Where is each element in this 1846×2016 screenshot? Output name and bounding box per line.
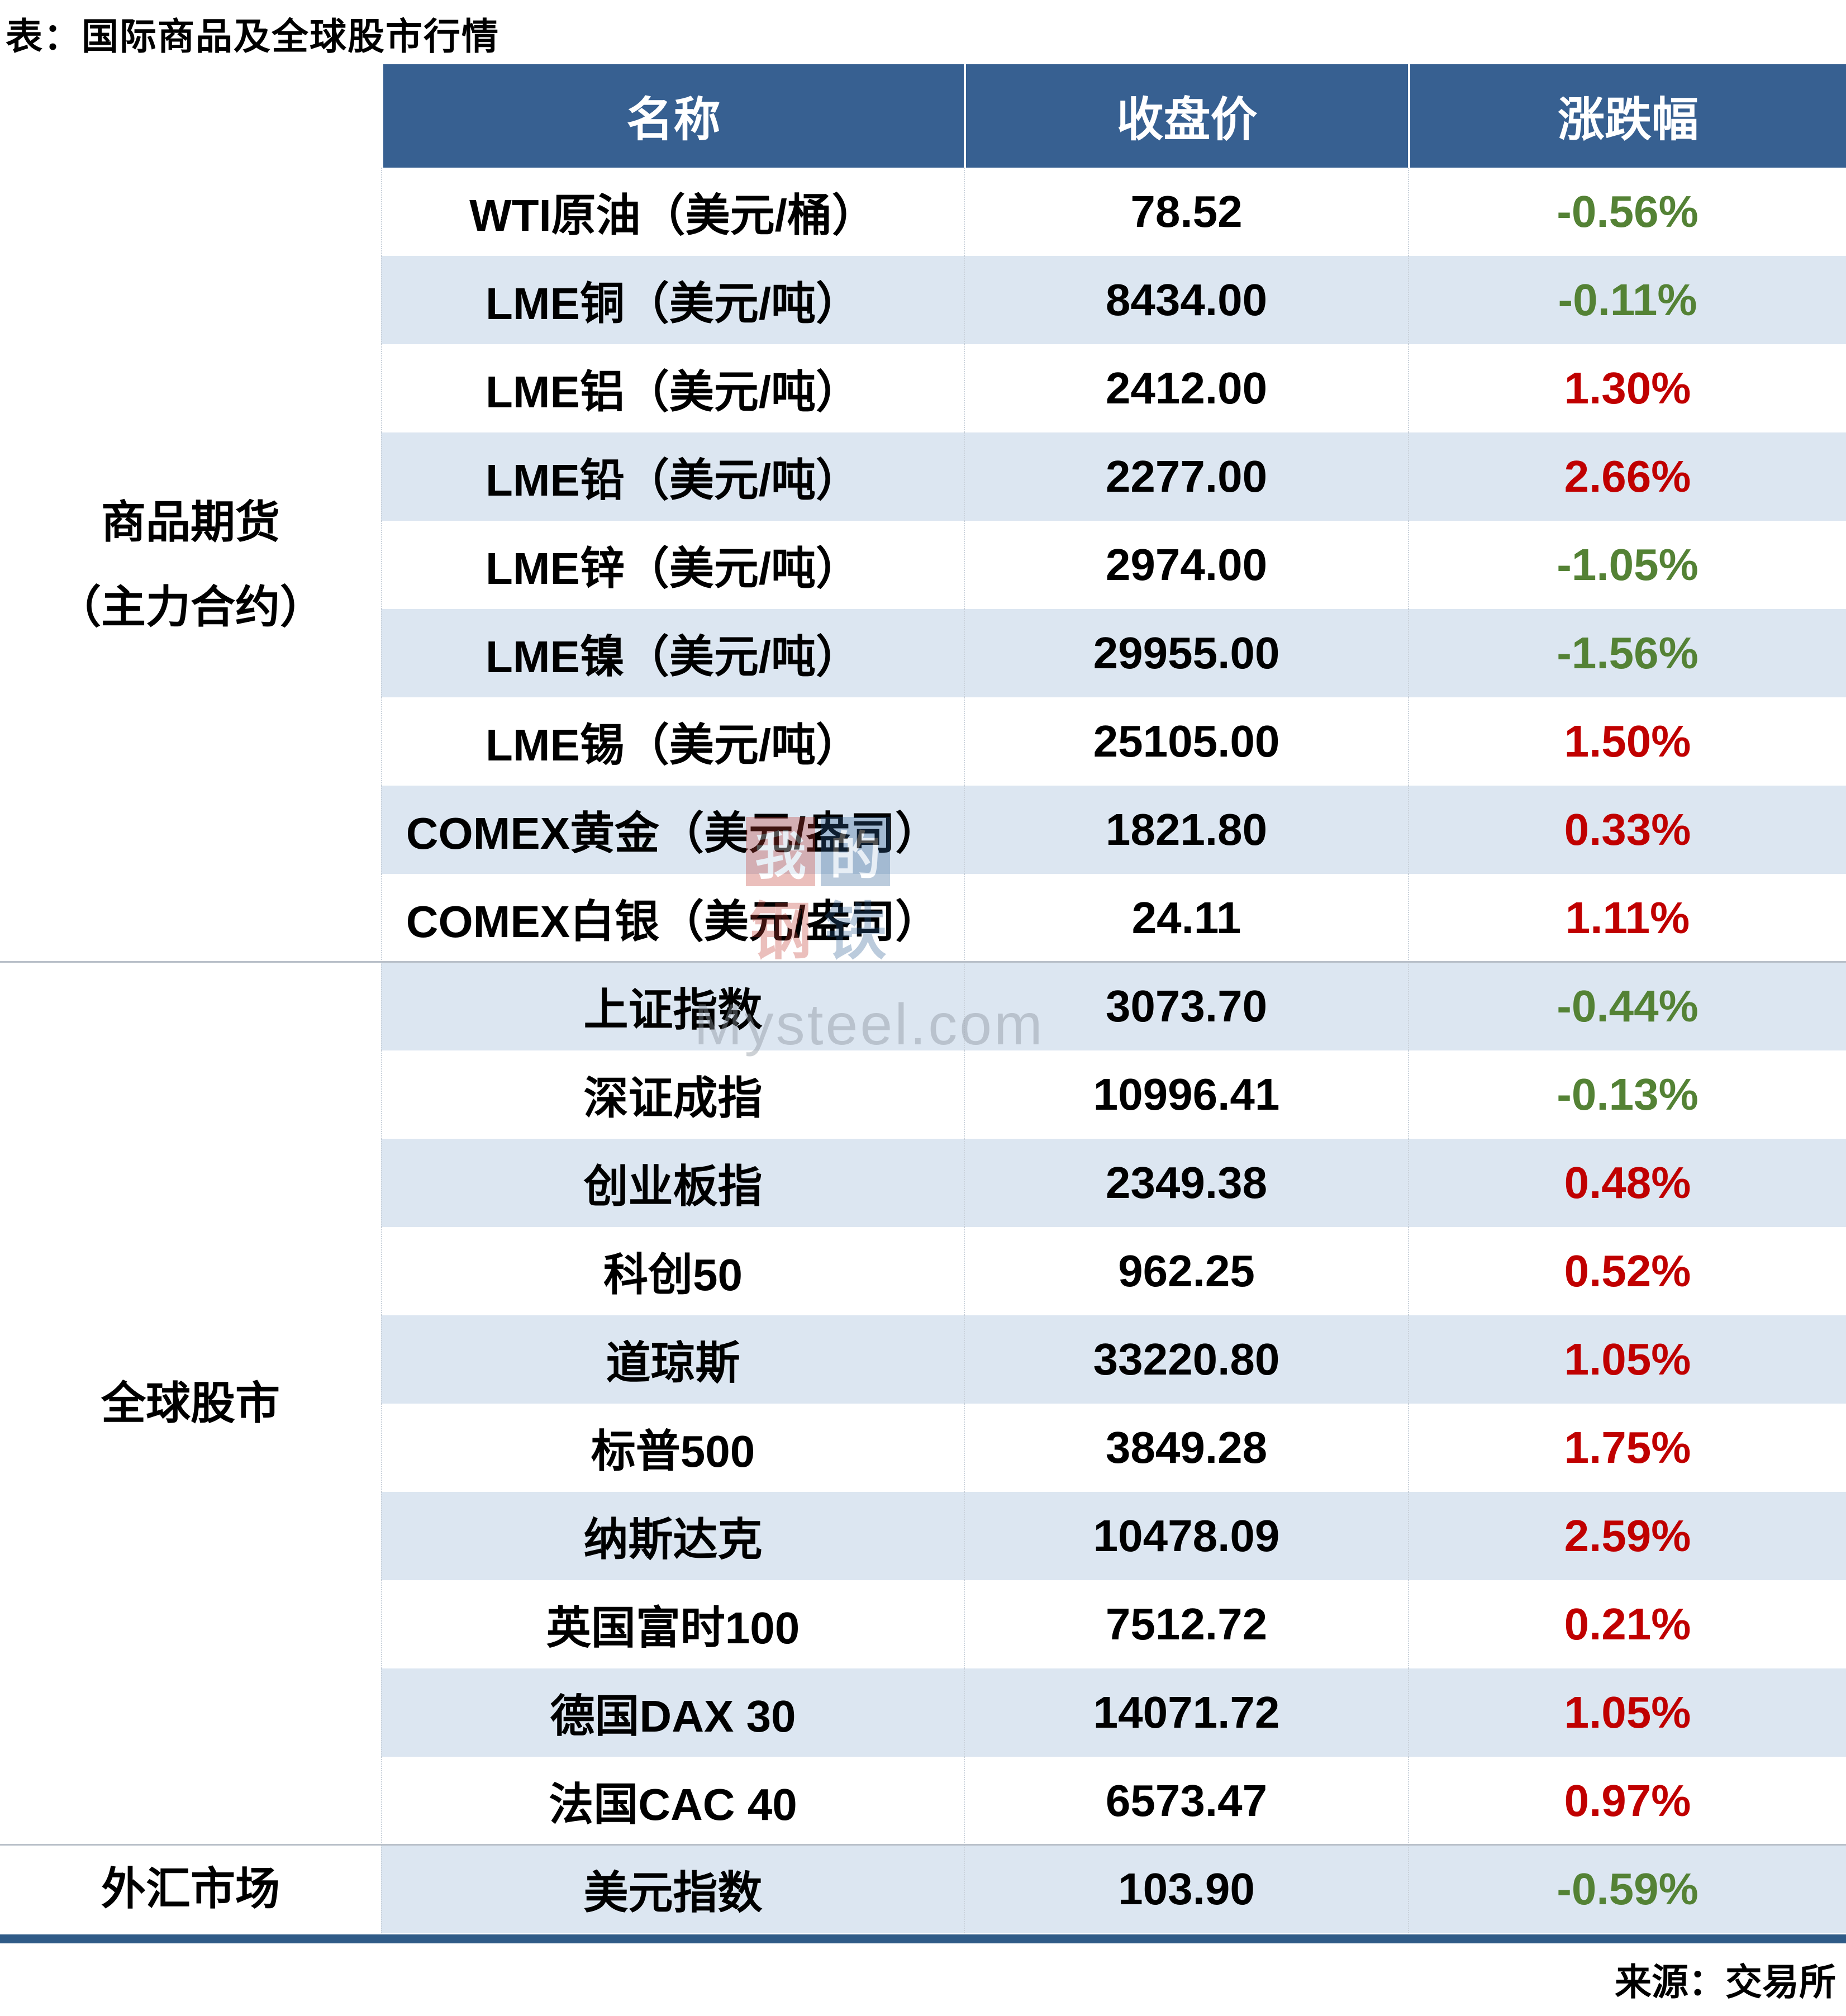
row-change: 0.21% xyxy=(1408,1580,1846,1668)
row-close: 33220.80 xyxy=(964,1315,1408,1404)
row-change: 0.97% xyxy=(1408,1757,1846,1845)
row-name: COMEX白银（美元/盎司） xyxy=(381,874,964,962)
row-change: 1.75% xyxy=(1408,1404,1846,1492)
row-change: 1.11% xyxy=(1408,874,1846,962)
row-change: -1.56% xyxy=(1408,609,1846,697)
row-change: 0.52% xyxy=(1408,1227,1846,1315)
row-close: 3849.28 xyxy=(964,1404,1408,1492)
header-change: 涨跌幅 xyxy=(1408,64,1846,168)
row-close: 24.11 xyxy=(964,874,1408,962)
row-close: 25105.00 xyxy=(964,697,1408,786)
row-change: 2.66% xyxy=(1408,432,1846,521)
row-name: 上证指数 xyxy=(381,962,964,1050)
row-name: 深证成指 xyxy=(381,1050,964,1139)
row-change: -0.59% xyxy=(1408,1845,1846,1933)
row-close: 10478.09 xyxy=(964,1492,1408,1580)
page-title: 表：国际商品及全球股市行情 xyxy=(6,16,499,57)
row-change: 1.50% xyxy=(1408,697,1846,786)
row-close: 14071.72 xyxy=(964,1668,1408,1757)
row-close: 8434.00 xyxy=(964,256,1408,344)
row-close: 2349.38 xyxy=(964,1139,1408,1227)
row-name: 法国CAC 40 xyxy=(381,1757,964,1845)
row-close: 78.52 xyxy=(964,168,1408,256)
row-name: COMEX黄金（美元/盎司） xyxy=(381,786,964,874)
category-commodity-futures: 商品期货 （主力合约） xyxy=(0,168,381,962)
row-name: 科创50 xyxy=(381,1227,964,1315)
row-close: 962.25 xyxy=(964,1227,1408,1315)
row-name: WTI原油（美元/桶） xyxy=(381,168,964,256)
row-close: 6573.47 xyxy=(964,1757,1408,1845)
section-divider xyxy=(0,961,1846,963)
category-global-stocks: 全球股市 xyxy=(0,962,381,1845)
row-change: 0.33% xyxy=(1408,786,1846,874)
table-row: 美元指数 103.90 -0.59% xyxy=(0,1845,1846,1933)
row-name: LME镍（美元/吨） xyxy=(381,609,964,697)
table-row: 科创50 962.25 0.52% xyxy=(0,1227,1846,1315)
row-name: 德国DAX 30 xyxy=(381,1668,964,1757)
header-name: 名称 xyxy=(381,64,964,168)
row-change: 0.48% xyxy=(1408,1139,1846,1227)
row-name: LME铜（美元/吨） xyxy=(381,256,964,344)
table-row: WTI原油（美元/桶） 78.52 -0.56% xyxy=(0,168,1846,256)
row-name: 英国富时100 xyxy=(381,1580,964,1668)
row-close: 29955.00 xyxy=(964,609,1408,697)
row-change: 1.05% xyxy=(1408,1668,1846,1757)
header-close: 收盘价 xyxy=(964,64,1408,168)
table-bottom-bar xyxy=(0,1934,1846,1943)
row-name: LME锌（美元/吨） xyxy=(381,521,964,609)
row-close: 103.90 xyxy=(964,1845,1408,1933)
row-change: 1.05% xyxy=(1408,1315,1846,1404)
row-close: 10996.41 xyxy=(964,1050,1408,1139)
category-forex: 外汇市场 xyxy=(0,1845,381,1933)
table-header-row: 类别 名称 收盘价 涨跌幅 xyxy=(0,64,1846,168)
row-change: -0.13% xyxy=(1408,1050,1846,1139)
row-name: 道琼斯 xyxy=(381,1315,964,1404)
row-name: LME铅（美元/吨） xyxy=(381,432,964,521)
row-change: 1.30% xyxy=(1408,344,1846,432)
row-close: 2412.00 xyxy=(964,344,1408,432)
row-change: -0.11% xyxy=(1408,256,1846,344)
row-close: 1821.80 xyxy=(964,786,1408,874)
table-row: 德国DAX 30 14071.72 1.05% xyxy=(0,1668,1846,1757)
row-change: -0.44% xyxy=(1408,962,1846,1050)
row-close: 7512.72 xyxy=(964,1580,1408,1668)
row-name: 创业板指 xyxy=(381,1139,964,1227)
row-name: 美元指数 xyxy=(381,1845,964,1933)
row-change: 2.59% xyxy=(1408,1492,1846,1580)
row-change: -1.05% xyxy=(1408,521,1846,609)
source-note: 来源：交易所 xyxy=(1615,1961,1836,2003)
row-change: -0.56% xyxy=(1408,168,1846,256)
row-name: 纳斯达克 xyxy=(381,1492,964,1580)
section-divider xyxy=(0,1844,1846,1846)
row-close: 3073.70 xyxy=(964,962,1408,1050)
market-table: 类别 名称 收盘价 涨跌幅 WTI原油（美元/桶） 78.52 -0.56% L… xyxy=(0,64,1846,1933)
row-name: LME铝（美元/吨） xyxy=(381,344,964,432)
row-name: 标普500 xyxy=(381,1404,964,1492)
header-category: 类别 xyxy=(0,64,381,168)
row-close: 2974.00 xyxy=(964,521,1408,609)
row-close: 2277.00 xyxy=(964,432,1408,521)
row-name: LME锡（美元/吨） xyxy=(381,697,964,786)
